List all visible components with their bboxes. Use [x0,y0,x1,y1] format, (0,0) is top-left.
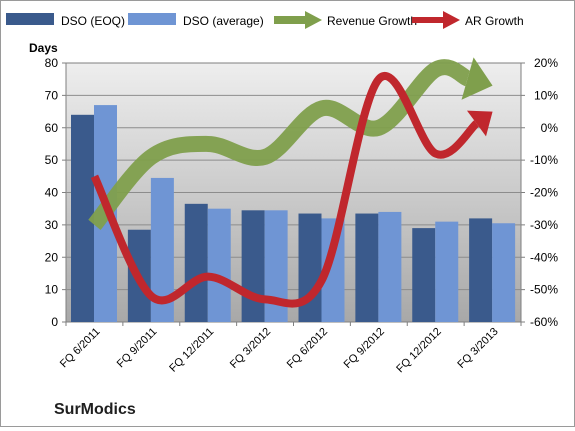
bars [71,105,516,323]
y2-tick-label: -60% [530,315,558,329]
bar [71,114,94,322]
y2-tick-label: -50% [530,283,558,297]
series-arrow-head [466,110,493,137]
legend-label: Revenue Growth [327,14,417,28]
legend-label: DSO (average) [183,14,264,28]
legend-swatch [6,13,54,25]
y2-tick-label: 20% [534,56,558,70]
bar [412,228,436,322]
bar [184,203,208,322]
bar [378,211,402,322]
x-tick-label: FQ 9/2011 [115,326,160,371]
y-tick-label: 0 [51,315,58,329]
bar [355,213,379,322]
x-tick-label: FQ 3/2013 [455,326,500,371]
legend-label: DSO (EOQ) [61,14,125,28]
y-tick-label: 70 [45,88,59,102]
bar [435,221,459,322]
x-tick-label: FQ 12/2011 [167,326,216,375]
series-line [90,72,480,308]
y-tick-label: 80 [45,56,59,70]
bar [150,177,174,322]
x-tick-label: FQ 3/2012 [228,326,273,371]
x-tick-label: FQ 9/2012 [342,326,387,371]
y2-tick-label: 0% [541,121,559,135]
growth-lines [88,57,493,308]
y2-tick-label: -30% [530,218,558,232]
y-tick-label: 60 [45,121,59,135]
bar [264,210,288,322]
y-tick-label: 40 [45,186,59,200]
series-line [88,59,472,231]
legend-swatch [128,13,176,25]
legend-label: AR Growth [465,14,524,28]
y-axis-label: Days [29,41,58,55]
bar [321,218,345,322]
bar [241,210,265,322]
bar [207,208,231,322]
legend-arrow [305,11,322,29]
y-tick-label: 30 [45,218,59,232]
y2-tick-label: -40% [530,250,558,264]
series-arrow-head [461,57,493,100]
y-tick-label: 10 [45,283,59,297]
legend-arrow [443,11,460,29]
x-tick-label: FQ 6/2011 [58,326,103,371]
x-tick-label: FQ 6/2012 [285,326,330,371]
y2-tick-label: 10% [534,88,558,102]
y2-tick-label: -20% [530,186,558,200]
bar [492,223,516,322]
y2-tick-label: -10% [530,153,558,167]
bar [469,218,493,322]
y-tick-label: 20 [45,250,59,264]
chart-legend: DSO (EOQ) DSO (average) Revenue Growth AR G… [6,11,524,29]
x-tick-label: FQ 12/2012 [394,326,444,376]
y-tick-label: 50 [45,153,59,167]
company-name: SurModics [54,401,136,418]
